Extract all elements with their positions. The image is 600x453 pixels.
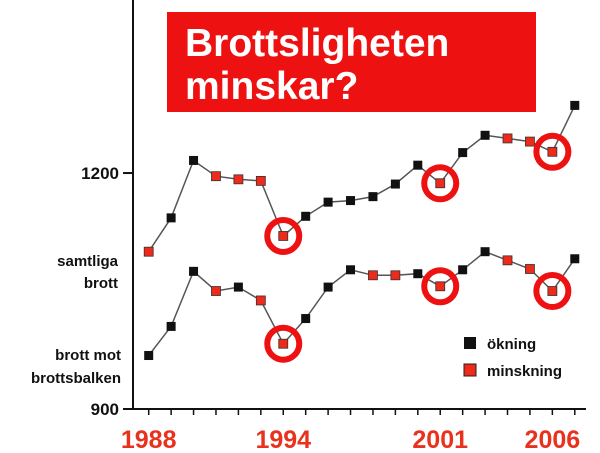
- highlight-circle-1-2006: [533, 272, 572, 311]
- data-point-0-2002: [458, 148, 468, 158]
- data-point-0-2006: [547, 146, 558, 157]
- data-point-0-1993: [255, 176, 266, 186]
- data-point-0-1999: [390, 179, 400, 189]
- data-point-0-1992: [233, 174, 244, 185]
- data-point-1-1996: [323, 282, 333, 292]
- data-point-1-1990: [189, 266, 199, 276]
- data-point-0-2000: [413, 160, 423, 170]
- data-point-0-2005: [525, 136, 535, 147]
- series-label-samtliga-line2: brott: [84, 275, 118, 292]
- legend-label-minskning: minskning: [487, 363, 562, 380]
- data-point-0-2004: [502, 133, 513, 144]
- data-point-0-1990: [189, 155, 199, 165]
- y-ticks: 1200 900: [81, 164, 133, 419]
- highlight-circles: [264, 132, 572, 363]
- series-label-brottsbalken-line2: brottsbalken: [31, 370, 121, 387]
- data-point-0-1997: [346, 196, 356, 206]
- x-tick-label-1994: 1994: [255, 426, 311, 453]
- data-point-0-2003: [480, 130, 490, 140]
- highlight-circle-1-1994: [264, 324, 303, 363]
- highlight-circle-0-2001: [421, 164, 460, 203]
- data-point-0-1995: [301, 211, 311, 221]
- data-point-1-1988: [144, 351, 154, 361]
- series-label-samtliga-line1: samtliga: [57, 253, 119, 270]
- y-tick-label-1200: 1200: [81, 164, 119, 183]
- legend-swatch-okning: [464, 337, 476, 349]
- x-tick-label-2006: 2006: [525, 426, 581, 453]
- data-point-1-1991: [211, 286, 221, 296]
- data-point-1-1998: [368, 270, 378, 281]
- data-point-0-1998: [368, 192, 378, 202]
- series-label-brottsbalken-line1: brott mot: [55, 347, 121, 364]
- data-point-1-2002: [458, 265, 468, 275]
- legend-swatch-minskning: [463, 363, 477, 377]
- data-point-0-2001: [435, 178, 446, 189]
- x-tick-label-1988: 1988: [121, 426, 177, 453]
- data-point-0-1989: [166, 213, 176, 223]
- x-tick-label-2001: 2001: [412, 426, 468, 453]
- chart-title-line-1: Brottsligheten: [185, 22, 450, 65]
- data-point-1-1994: [278, 338, 289, 349]
- data-point-1-2006: [547, 286, 558, 296]
- y-tick-label-900: 900: [91, 400, 119, 419]
- data-point-1-2000: [413, 269, 423, 279]
- data-point-0-2007: [570, 100, 580, 110]
- axes: [132, 0, 586, 410]
- data-point-1-1995: [301, 314, 311, 324]
- series-1: [144, 247, 580, 361]
- data-point-0-1988: [143, 246, 154, 257]
- chart-title-line-2: minskar?: [185, 65, 359, 108]
- highlight-circle-0-2006: [533, 132, 572, 171]
- data-point-1-1993: [255, 295, 266, 306]
- data-point-1-2001: [435, 281, 446, 292]
- data-point-0-1991: [211, 171, 221, 182]
- highlight-circle-0-1994: [264, 216, 303, 255]
- x-ticks: 1988 1994 2001 2006: [121, 409, 580, 453]
- series: [143, 100, 580, 361]
- data-point-1-2003: [480, 247, 490, 257]
- highlight-circle-1-2001: [421, 267, 460, 306]
- chart-title: Brottsligheten minskar?: [167, 12, 536, 112]
- data-point-0-1996: [323, 197, 333, 207]
- data-point-1-2007: [570, 254, 580, 264]
- data-point-1-2005: [525, 264, 535, 274]
- series-0: [143, 100, 580, 257]
- data-point-1-1989: [166, 321, 176, 331]
- legend: ökning minskning: [463, 336, 562, 380]
- series-labels: samtliga brott brott mot brottsbalken: [31, 253, 121, 387]
- data-point-1-1999: [390, 270, 401, 281]
- legend-label-okning: ökning: [487, 336, 536, 353]
- data-point-1-1992: [233, 282, 243, 292]
- data-point-0-1994: [278, 231, 289, 241]
- data-point-1-2004: [502, 255, 513, 266]
- data-point-1-1997: [346, 265, 356, 275]
